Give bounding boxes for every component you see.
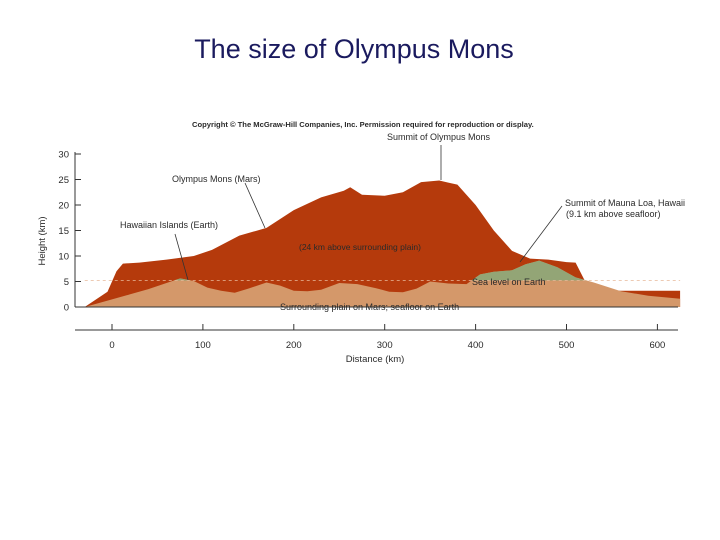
y-tick-label: 10: [58, 252, 69, 263]
leader-hawaiian: [174, 233, 189, 281]
y-tick-label: 20: [58, 201, 69, 212]
x-axis-label: Distance (km): [346, 354, 405, 365]
y-axis-label: Height (km): [37, 216, 48, 265]
annotation-hawaiian-islands: Hawaiian Islands (Earth): [120, 220, 218, 230]
annotation-summit-olympus: Summit of Olympus Mons: [387, 132, 491, 142]
annotation-mauna-loa-height: (9.1 km above seafloor): [566, 209, 661, 219]
y-tick-label: 15: [58, 226, 69, 237]
y-tick-label: 0: [64, 303, 69, 314]
slide-title: The size of Olympus Mons: [194, 34, 514, 64]
x-tick-label: 600: [649, 340, 665, 351]
annotation-sea-level: Sea level on Earth: [472, 277, 546, 287]
y-ticks: 0 5 10 15 20 25 30: [58, 150, 81, 314]
annotation-above-plain: (24 km above surrounding plain): [299, 242, 421, 252]
x-tick-label: 100: [195, 340, 211, 351]
y-tick-label: 5: [64, 277, 69, 288]
x-tick-label: 200: [286, 340, 302, 351]
y-tick-label: 30: [58, 150, 69, 161]
x-tick-label: 500: [559, 340, 575, 351]
x-ticks: 0 100 200 300 400 500 600: [109, 324, 665, 351]
y-tick-label: 25: [58, 175, 69, 186]
annotation-olympus-mars: Olympus Mons (Mars): [172, 174, 261, 184]
x-tick-label: 300: [377, 340, 393, 351]
annotation-surrounding-plain: Surrounding plain on Mars; seafloor on E…: [280, 302, 459, 312]
leader-olympus: [244, 182, 266, 229]
annotation-mauna-loa: Summit of Mauna Loa, Hawaii: [565, 198, 685, 208]
x-tick-label: 400: [468, 340, 484, 351]
leader-mauna-loa: [519, 205, 563, 263]
x-tick-label: 0: [109, 340, 114, 351]
copyright-notice: Copyright © The McGraw-Hill Companies, I…: [192, 120, 534, 129]
